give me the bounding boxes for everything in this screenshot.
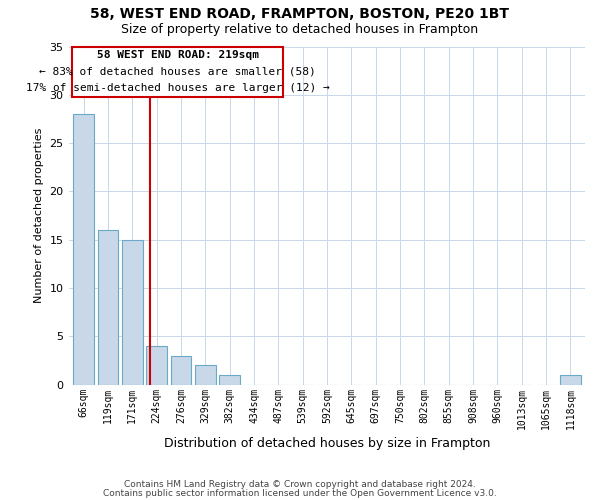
Bar — [146, 346, 167, 385]
Bar — [195, 366, 215, 385]
Text: Contains HM Land Registry data © Crown copyright and database right 2024.: Contains HM Land Registry data © Crown c… — [124, 480, 476, 489]
Y-axis label: Number of detached properties: Number of detached properties — [34, 128, 44, 304]
Bar — [170, 356, 191, 385]
Bar — [560, 375, 581, 385]
Bar — [98, 230, 118, 385]
Text: 58, WEST END ROAD, FRAMPTON, BOSTON, PE20 1BT: 58, WEST END ROAD, FRAMPTON, BOSTON, PE2… — [91, 8, 509, 22]
Text: Contains public sector information licensed under the Open Government Licence v3: Contains public sector information licen… — [103, 488, 497, 498]
Text: Size of property relative to detached houses in Frampton: Size of property relative to detached ho… — [121, 22, 479, 36]
X-axis label: Distribution of detached houses by size in Frampton: Distribution of detached houses by size … — [164, 437, 490, 450]
Bar — [122, 240, 143, 385]
Bar — [220, 375, 240, 385]
FancyBboxPatch shape — [72, 46, 283, 97]
Text: 58 WEST END ROAD: 219sqm: 58 WEST END ROAD: 219sqm — [97, 50, 259, 60]
Text: 17% of semi-detached houses are larger (12) →: 17% of semi-detached houses are larger (… — [26, 83, 329, 93]
Text: ← 83% of detached houses are smaller (58): ← 83% of detached houses are smaller (58… — [39, 67, 316, 77]
Bar — [73, 114, 94, 385]
